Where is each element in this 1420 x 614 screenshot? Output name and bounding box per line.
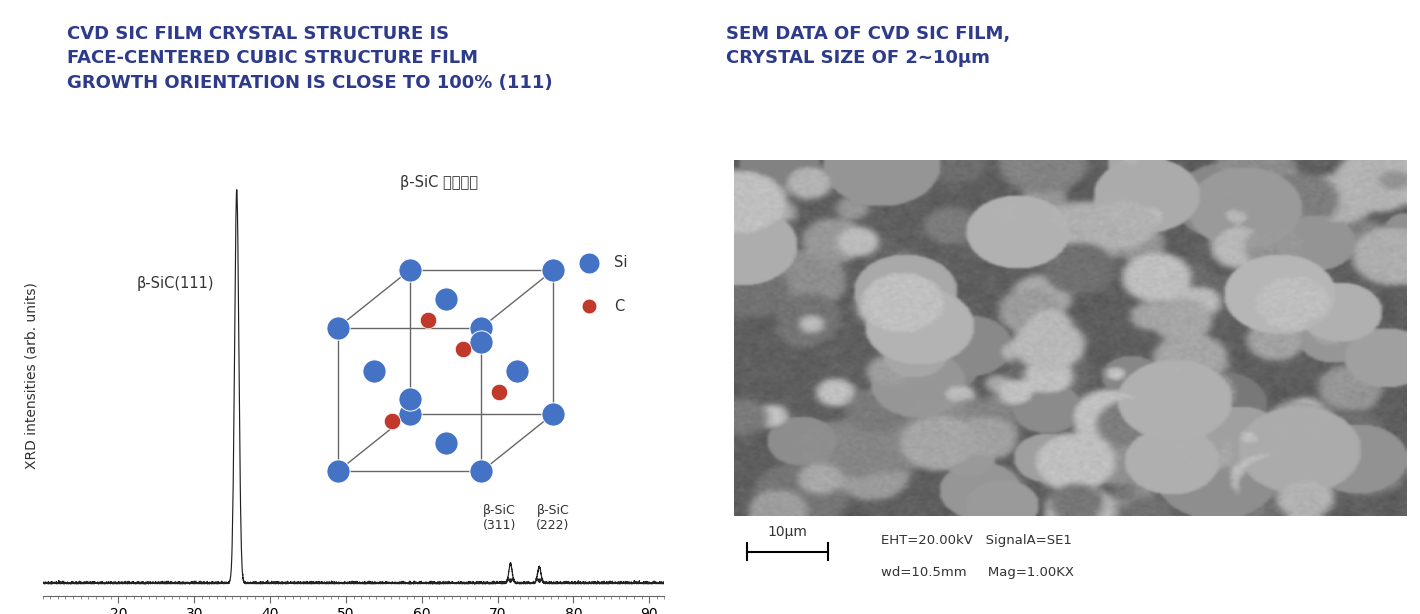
Text: β-SiC 晶体结构: β-SiC 晶体结构 [400, 176, 479, 190]
Y-axis label: XRD intensities (arb. units): XRD intensities (arb. units) [24, 282, 38, 469]
Text: CVD SIC FILM CRYSTAL STRUCTURE IS
FACE-CENTERED CUBIC STRUCTURE FILM
GROWTH ORIE: CVD SIC FILM CRYSTAL STRUCTURE IS FACE-C… [68, 25, 554, 91]
Text: EHT=20.00kV   SignalA=SE1: EHT=20.00kV SignalA=SE1 [882, 534, 1072, 547]
Text: β-SiC
(311): β-SiC (311) [483, 504, 515, 532]
Text: SEM DATA OF CVD SIC FILM,
CRYSTAL SIZE OF 2~10μm: SEM DATA OF CVD SIC FILM, CRYSTAL SIZE O… [727, 25, 1011, 68]
Text: β-SiC(111): β-SiC(111) [136, 276, 214, 291]
Text: wd=10.5mm     Mag=1.00KX: wd=10.5mm Mag=1.00KX [882, 566, 1075, 579]
Text: β-SiC
(222): β-SiC (222) [537, 504, 569, 532]
Text: 10μm: 10μm [767, 525, 808, 539]
